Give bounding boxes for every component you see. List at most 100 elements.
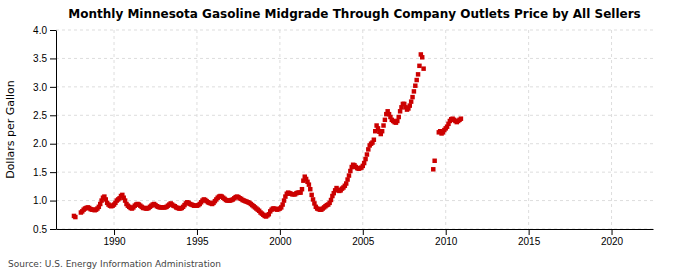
x-grid-line — [279, 30, 280, 229]
x-tick-mark — [197, 229, 198, 235]
point — [416, 72, 420, 76]
y-axis-line — [56, 31, 57, 230]
point — [362, 161, 366, 165]
x-tick-label: 2005 — [352, 236, 375, 247]
point — [395, 119, 399, 123]
x-tick: 1990 — [103, 229, 126, 247]
x-tick: 1995 — [186, 229, 209, 247]
x-grid-line — [362, 30, 363, 229]
x-axis-line — [57, 229, 654, 230]
y-tick-mark — [50, 144, 56, 145]
x-tick-label: 2020 — [601, 236, 624, 247]
x-tick-label: 2010 — [435, 236, 458, 247]
point — [381, 123, 385, 127]
point — [309, 193, 313, 197]
x-grid-line — [611, 30, 612, 229]
point — [431, 167, 435, 171]
x-tick-label: 1990 — [103, 236, 126, 247]
point — [420, 55, 424, 59]
x-tick: 2015 — [518, 229, 541, 247]
y-tick-label: 3.0 — [33, 82, 47, 93]
x-tick: 2010 — [435, 229, 458, 247]
point — [280, 202, 284, 206]
x-tick-mark — [529, 229, 530, 235]
point — [282, 198, 286, 202]
x-tick-label: 2000 — [269, 236, 292, 247]
x-tick: 2020 — [601, 229, 624, 247]
point — [421, 66, 425, 70]
y-tick-label: 1.0 — [33, 195, 47, 206]
y-grid-line — [56, 58, 653, 59]
y-tick: 1.0 — [33, 195, 56, 206]
chart-svg: 1990 1995 2000 2005 2010 2015 2020 0.5 1.0 1.5 2.0… — [0, 0, 675, 275]
grid — [56, 30, 653, 229]
point — [398, 109, 402, 113]
point — [308, 187, 312, 191]
y-tick: 2.0 — [33, 138, 56, 149]
y-tick-mark — [50, 229, 56, 230]
y-grid-line — [56, 115, 653, 116]
y-tick: 1.5 — [33, 167, 56, 178]
source-note: Source: U.S. Energy Information Administ… — [8, 259, 221, 269]
x-tick-mark — [114, 229, 115, 235]
y-tick-label: 4.0 — [33, 25, 47, 36]
point — [347, 173, 351, 177]
y-tick-mark — [50, 201, 56, 202]
x-tick-mark — [280, 229, 281, 235]
point — [396, 115, 400, 119]
point — [366, 147, 370, 151]
point — [380, 129, 384, 133]
x-grid-line — [528, 30, 529, 229]
y-axis-title: Dollars per Gallon — [4, 80, 17, 179]
point — [348, 169, 352, 173]
point — [344, 181, 348, 185]
point — [459, 116, 463, 120]
x-tick-mark — [363, 229, 364, 235]
point — [363, 157, 367, 161]
x-grid-line — [114, 30, 115, 229]
point — [311, 197, 315, 201]
points — [72, 52, 463, 219]
point — [412, 89, 416, 93]
x-tick-label: 1995 — [186, 236, 209, 247]
point — [432, 159, 436, 163]
y-grid-line — [56, 86, 653, 87]
point — [413, 83, 417, 87]
point — [414, 78, 418, 82]
y-grid-line — [56, 229, 653, 230]
y-grid-line — [56, 172, 653, 173]
y-tick-label: 3.5 — [33, 53, 47, 64]
point — [307, 182, 311, 186]
y-grid-line — [56, 143, 653, 144]
point — [73, 215, 77, 219]
x-tick: 2005 — [352, 229, 375, 247]
y-tick-mark — [50, 172, 56, 173]
title: Monthly Minnesota Gasoline Midgrade Thro… — [68, 7, 640, 21]
y-tick-mark — [50, 58, 56, 59]
y-tick: 3.5 — [33, 53, 56, 64]
point — [372, 137, 376, 141]
x-tick-mark — [446, 229, 447, 235]
y-tick: 2.5 — [33, 110, 56, 121]
y-tick-label: 0.5 — [33, 224, 47, 235]
y-tick-mark — [50, 115, 56, 116]
point — [365, 152, 369, 156]
chart-container: 1990 1995 2000 2005 2010 2015 2020 0.5 1.0 1.5 2.0… — [0, 0, 675, 275]
y-tick-label: 2.0 — [33, 138, 47, 149]
y-tick-mark — [50, 30, 56, 31]
point — [329, 198, 333, 202]
point — [409, 99, 413, 103]
y-grid-line — [56, 200, 653, 201]
y-tick: 0.5 — [33, 224, 56, 235]
y-axis: 0.5 1.0 1.5 2.0 2.5 3.0 3.5 4.0 — [33, 25, 56, 235]
y-grid-line — [56, 30, 653, 31]
point — [417, 64, 421, 68]
x-axis: 1990 1995 2000 2005 2010 2015 2020 — [57, 229, 654, 247]
point — [300, 187, 304, 191]
point — [345, 177, 349, 181]
y-tick-mark — [50, 87, 56, 88]
point — [383, 118, 387, 122]
x-tick: 2000 — [269, 229, 292, 247]
y-tick: 4.0 — [33, 25, 56, 36]
plot-area: 1990 1995 2000 2005 2010 2015 2020 0.5 1.0 1.5 2.0… — [33, 25, 653, 247]
